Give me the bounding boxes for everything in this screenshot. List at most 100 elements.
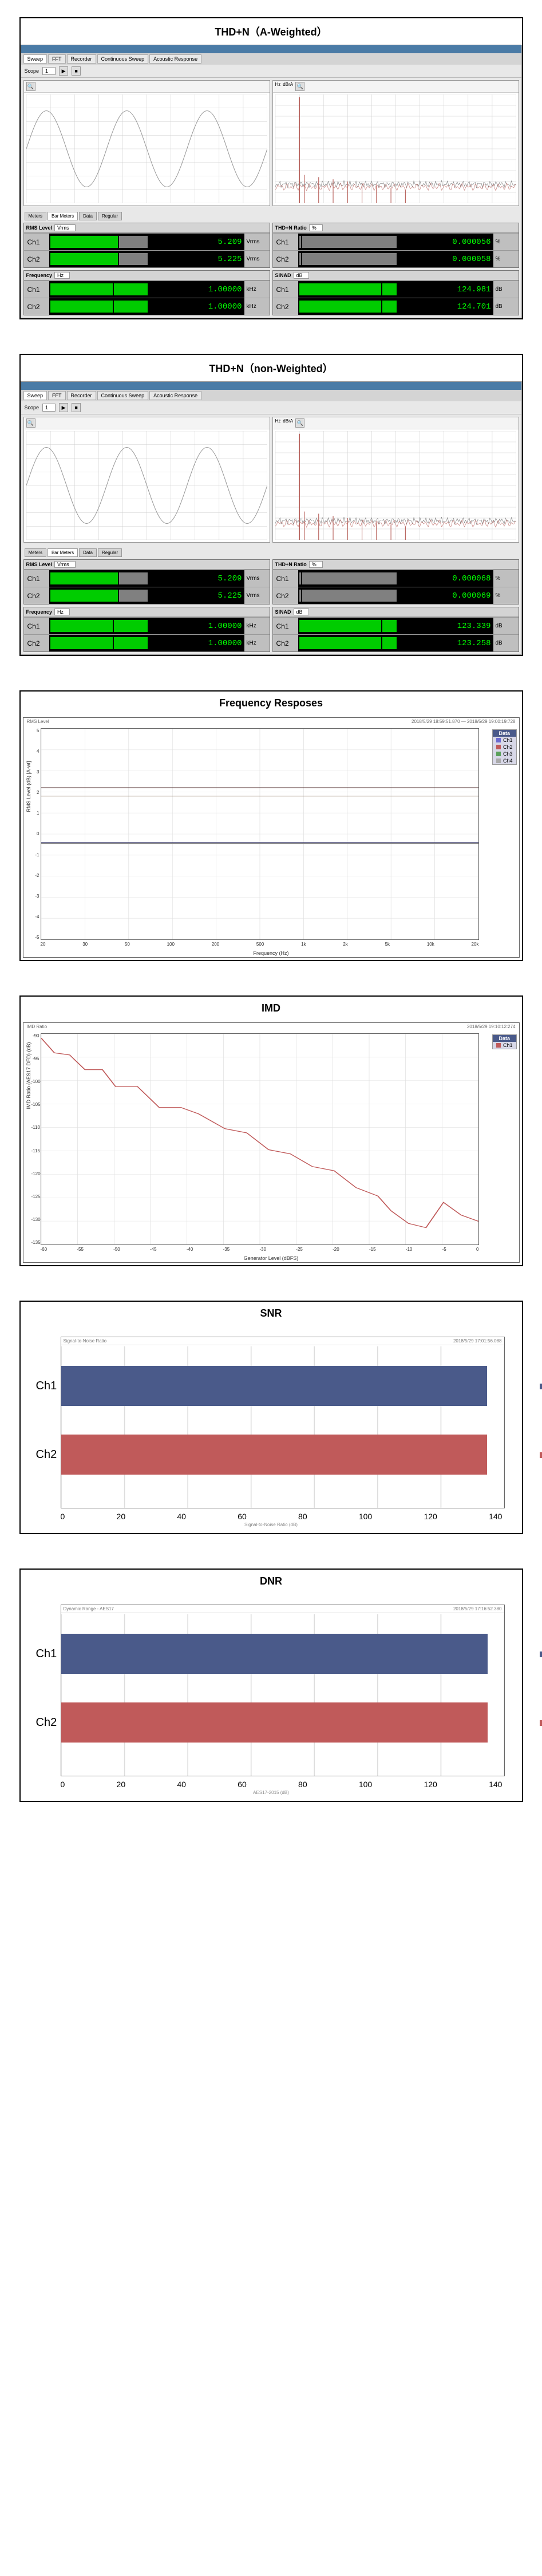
meter-ch-label: Ch1 bbox=[24, 238, 49, 246]
x-tick: -55 bbox=[77, 1247, 84, 1252]
meter-ch-label: Ch2 bbox=[24, 255, 49, 263]
meter-unit-dropdown[interactable]: dB bbox=[294, 609, 309, 615]
hbar-ch-label: Ch1 bbox=[36, 1380, 57, 1393]
meter-unit-dropdown[interactable]: % bbox=[309, 561, 323, 568]
meter-bar bbox=[49, 234, 187, 250]
stop-icon[interactable]: ■ bbox=[72, 66, 81, 76]
chart-timestamp: 2018/5/29 19:10:12:274 bbox=[467, 1024, 516, 1029]
zoom-icon[interactable]: 🔍 bbox=[26, 82, 35, 91]
toolbar: Scope1▶■ bbox=[21, 401, 521, 414]
zoom-icon[interactable]: 🔍 bbox=[295, 418, 304, 428]
meter-ch-label: Ch2 bbox=[273, 639, 298, 647]
stop-icon[interactable]: ■ bbox=[72, 403, 81, 412]
meter-header: RMS LevelVrms bbox=[24, 560, 270, 570]
x-tick: 200 bbox=[212, 942, 219, 947]
tab-bar: SweepFFTRecorderContinuous SweepAcoustic… bbox=[21, 53, 521, 65]
tab-fft[interactable]: FFT bbox=[48, 391, 66, 400]
tab-sweep[interactable]: Sweep bbox=[23, 54, 48, 64]
x-tick: 60 bbox=[238, 1512, 247, 1521]
meter-bar bbox=[298, 298, 436, 315]
meter-tab[interactable]: Regular bbox=[98, 212, 122, 220]
tab-recorder[interactable]: Recorder bbox=[67, 391, 96, 400]
scope-dropdown[interactable]: 1 bbox=[42, 67, 56, 75]
tab-acoustic-response[interactable]: Acoustic Response bbox=[149, 391, 201, 400]
panel-title: THD+N（A-Weighted） bbox=[21, 18, 522, 45]
meter-bar-fill bbox=[299, 572, 301, 584]
hbar-bar bbox=[61, 1634, 488, 1674]
meter-tab[interactable]: Data bbox=[79, 212, 97, 220]
meter-unit-dropdown[interactable]: Vrms bbox=[54, 224, 76, 231]
legend-swatch bbox=[496, 758, 501, 763]
meter-tab[interactable]: Meters bbox=[25, 548, 46, 557]
x-tick: 20 bbox=[117, 1780, 126, 1789]
zoom-icon[interactable]: 🔍 bbox=[295, 82, 304, 91]
chart-header: RMS Level2018/5/29 18:59:51.870 — 2018/5… bbox=[23, 718, 519, 725]
meter-tab[interactable]: Regular bbox=[98, 548, 122, 557]
scope-label: Scope bbox=[25, 68, 39, 74]
hbar-row: Ch2 bbox=[61, 1702, 504, 1743]
meter-value: 1.00000 bbox=[187, 618, 244, 634]
scope-dropdown[interactable]: 1 bbox=[42, 404, 56, 412]
meter-unit-dropdown[interactable]: Vrms bbox=[54, 561, 76, 568]
meter-block: THD+N Ratio%Ch10.000056%Ch20.000058% bbox=[272, 223, 519, 268]
chart-legend: DataCh1Ch2Ch3Ch4 bbox=[492, 729, 517, 765]
meter-unit-dropdown[interactable]: Hz bbox=[54, 272, 70, 279]
tab-sweep[interactable]: Sweep bbox=[23, 391, 48, 400]
legend-row: Ch3 bbox=[493, 750, 516, 757]
meter-header-label: Frequency bbox=[26, 609, 53, 615]
play-icon[interactable]: ▶ bbox=[59, 66, 68, 76]
x-tick: 100 bbox=[359, 1512, 372, 1521]
chart-body bbox=[24, 92, 270, 206]
meter-tab[interactable]: Bar Meters bbox=[48, 548, 78, 557]
hbar-row: Ch1 bbox=[61, 1634, 504, 1674]
meter-header: THD+N Ratio% bbox=[273, 560, 519, 570]
meter-row: Ch20.000058% bbox=[273, 250, 519, 267]
fft-dropdown[interactable]: dBrA bbox=[283, 82, 293, 91]
tab-acoustic-response[interactable]: Acoustic Response bbox=[149, 54, 201, 64]
meter-unit-dropdown[interactable]: % bbox=[309, 224, 323, 231]
x-ticks: -60-55-50-45-40-35-30-25-20-15-10-50 bbox=[41, 1247, 479, 1252]
chart-plot-area bbox=[41, 728, 479, 940]
y-tick: 3 bbox=[31, 769, 39, 775]
x-tick: 20 bbox=[41, 942, 46, 947]
meter-tab[interactable]: Meters bbox=[25, 212, 46, 220]
play-icon[interactable]: ▶ bbox=[59, 403, 68, 412]
chart-sub-toolbar: 🔍 bbox=[24, 417, 270, 429]
meter-tab[interactable]: Bar Meters bbox=[48, 212, 78, 220]
meter-unit-dropdown[interactable]: dB bbox=[294, 272, 309, 279]
meter-row: Ch2124.701dB bbox=[273, 298, 519, 315]
spectrum-chart: HzdBrA🔍 bbox=[272, 80, 519, 206]
meter-bar-fill bbox=[50, 572, 118, 584]
meter-bar-fill bbox=[299, 253, 301, 264]
x-tick: -20 bbox=[333, 1247, 339, 1252]
tab-fft[interactable]: FFT bbox=[48, 54, 66, 64]
chart-body bbox=[24, 429, 270, 542]
meter-bar-fill bbox=[50, 637, 113, 649]
marker-icon bbox=[540, 1720, 542, 1726]
zoom-icon[interactable]: 🔍 bbox=[26, 418, 35, 428]
meter-header: SINADdB bbox=[273, 607, 519, 617]
meter-grid: RMS LevelVrmsCh15.209VrmsCh25.225VrmsTHD… bbox=[23, 559, 519, 652]
tab-continuous-sweep[interactable]: Continuous Sweep bbox=[97, 54, 149, 64]
meter-bar-fill bbox=[299, 283, 381, 295]
fft-label: Hz bbox=[275, 418, 281, 428]
meter-row: Ch10.000068% bbox=[273, 570, 519, 587]
meter-value: 123.339 bbox=[436, 618, 493, 634]
tab-continuous-sweep[interactable]: Continuous Sweep bbox=[97, 391, 149, 400]
meter-unit: Vrms bbox=[244, 592, 270, 599]
fft-dropdown[interactable]: dBrA bbox=[283, 418, 293, 428]
meter-header-label: RMS Level bbox=[26, 225, 53, 231]
meter-bar bbox=[298, 234, 436, 250]
meter-unit-dropdown[interactable]: Hz bbox=[54, 609, 70, 615]
meter-ch-label: Ch2 bbox=[273, 592, 298, 600]
meter-tab[interactable]: Data bbox=[79, 548, 97, 557]
tab-recorder[interactable]: Recorder bbox=[67, 54, 96, 64]
meter-value: 1.00000 bbox=[187, 298, 244, 315]
hbar-x-axis: 020406080100120140 bbox=[61, 1512, 503, 1521]
meter-grid: RMS LevelVrmsCh15.209VrmsCh25.225VrmsTHD… bbox=[23, 223, 519, 315]
meter-bar bbox=[298, 570, 436, 587]
legend-label: Ch2 bbox=[503, 744, 513, 750]
legend-swatch bbox=[496, 1043, 501, 1048]
app-window: SweepFFTRecorderContinuous SweepAcoustic… bbox=[21, 381, 522, 655]
meter-row: Ch15.209Vrms bbox=[24, 570, 270, 587]
